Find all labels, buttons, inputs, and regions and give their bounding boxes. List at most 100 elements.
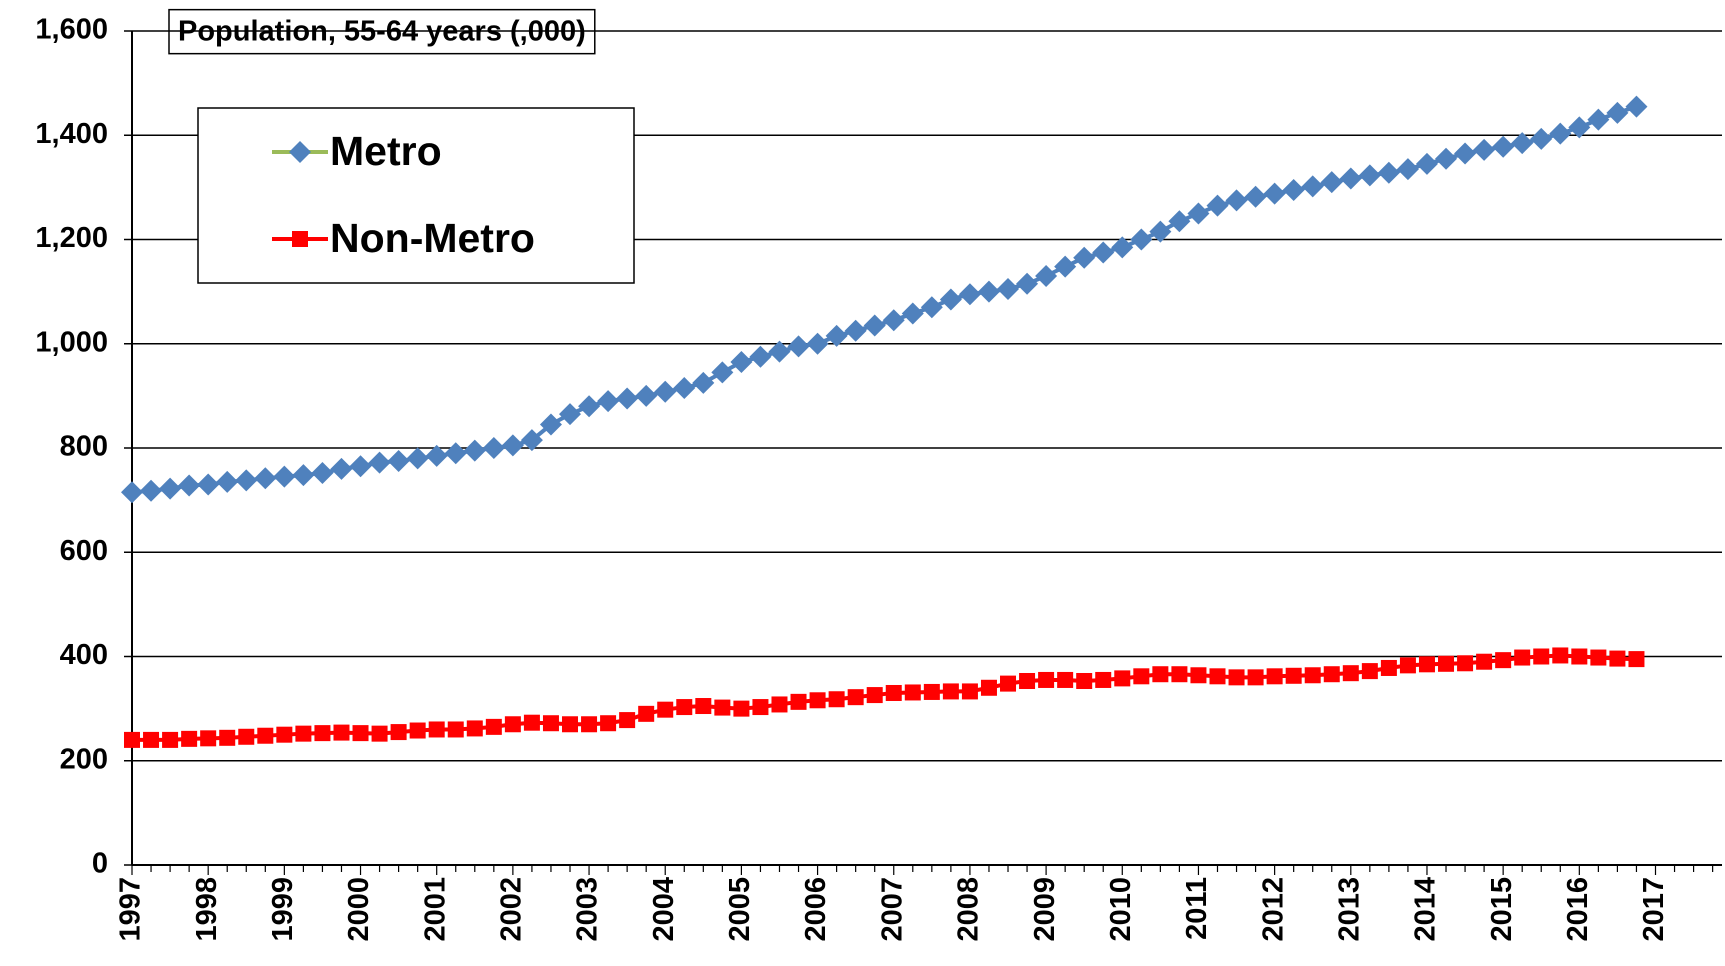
marker — [539, 413, 562, 436]
marker — [1396, 158, 1419, 181]
x-tick-label: 2003 — [572, 877, 604, 942]
marker — [406, 447, 429, 470]
marker — [371, 725, 388, 742]
marker — [1339, 167, 1362, 190]
marker — [140, 479, 163, 502]
marker — [1552, 647, 1569, 664]
marker — [657, 701, 674, 718]
y-tick-label: 1,600 — [35, 14, 108, 46]
marker — [314, 725, 331, 742]
marker — [1628, 651, 1645, 668]
x-tick-label: 2006 — [800, 877, 832, 942]
marker — [1511, 132, 1534, 155]
marker — [581, 716, 598, 733]
x-tick-label: 2011 — [1181, 877, 1213, 940]
marker — [1076, 672, 1093, 689]
x-tick-label: 2013 — [1333, 877, 1365, 942]
marker — [977, 280, 1000, 303]
marker — [311, 462, 334, 485]
marker — [1187, 202, 1210, 225]
x-tick-label: 2015 — [1486, 877, 1518, 942]
x-tick-label: 2017 — [1638, 877, 1670, 942]
marker — [638, 705, 655, 722]
marker — [1114, 670, 1131, 687]
marker — [254, 467, 277, 490]
marker — [866, 687, 883, 704]
marker — [1130, 228, 1153, 251]
x-tick-label: 2008 — [953, 877, 985, 942]
x-tick-label: 2010 — [1105, 877, 1137, 942]
marker — [730, 350, 753, 373]
marker — [1399, 657, 1416, 674]
marker — [387, 450, 410, 473]
marker — [1625, 95, 1648, 118]
marker — [923, 683, 940, 700]
marker — [711, 361, 734, 384]
marker — [1568, 116, 1591, 139]
marker — [1323, 666, 1340, 683]
marker — [330, 457, 353, 480]
marker — [1590, 649, 1607, 666]
marker — [1247, 669, 1264, 686]
marker — [333, 724, 350, 741]
marker — [578, 395, 601, 418]
marker — [942, 683, 959, 700]
marker — [143, 731, 160, 748]
marker — [920, 296, 943, 319]
marker — [1206, 194, 1229, 217]
marker — [1111, 236, 1134, 259]
marker — [121, 481, 143, 504]
marker — [409, 722, 426, 739]
marker — [1016, 272, 1039, 295]
x-tick-label: 2007 — [876, 877, 908, 942]
marker — [695, 698, 712, 715]
marker — [1418, 656, 1435, 673]
marker — [752, 699, 769, 716]
legend-label: Non-Metro — [330, 215, 535, 261]
marker — [1282, 178, 1305, 201]
marker — [485, 718, 502, 735]
x-tick-label: 2000 — [343, 877, 375, 942]
marker — [219, 729, 236, 746]
legend-marker — [292, 231, 308, 247]
marker — [844, 319, 867, 342]
marker — [1190, 667, 1207, 684]
marker — [768, 340, 791, 363]
marker — [1606, 101, 1629, 124]
marker — [1263, 182, 1286, 205]
marker — [1473, 138, 1496, 161]
marker — [1152, 666, 1169, 683]
marker — [619, 712, 636, 729]
marker — [562, 716, 579, 733]
marker — [997, 278, 1020, 301]
marker — [1342, 665, 1359, 682]
marker — [692, 371, 715, 394]
marker — [482, 437, 505, 459]
marker — [1266, 668, 1283, 685]
marker — [1000, 675, 1017, 692]
marker — [1149, 220, 1172, 243]
marker — [1171, 666, 1188, 683]
y-tick-label: 1,200 — [35, 222, 108, 254]
marker — [390, 724, 407, 741]
marker — [1095, 671, 1112, 688]
marker — [352, 725, 369, 742]
marker — [714, 699, 731, 716]
marker — [1549, 122, 1572, 145]
x-tick-label: 2016 — [1562, 877, 1594, 942]
marker — [1092, 241, 1115, 264]
marker — [616, 387, 639, 410]
marker — [1320, 171, 1343, 194]
marker — [958, 283, 981, 306]
marker — [787, 335, 810, 358]
marker — [904, 684, 921, 701]
marker — [771, 696, 788, 713]
marker — [276, 726, 293, 743]
y-tick-label: 1,400 — [35, 118, 108, 150]
marker — [1035, 264, 1058, 287]
marker — [257, 727, 274, 744]
x-tick-label: 1997 — [115, 877, 147, 942]
legend-box — [197, 107, 635, 284]
marker — [501, 434, 524, 457]
